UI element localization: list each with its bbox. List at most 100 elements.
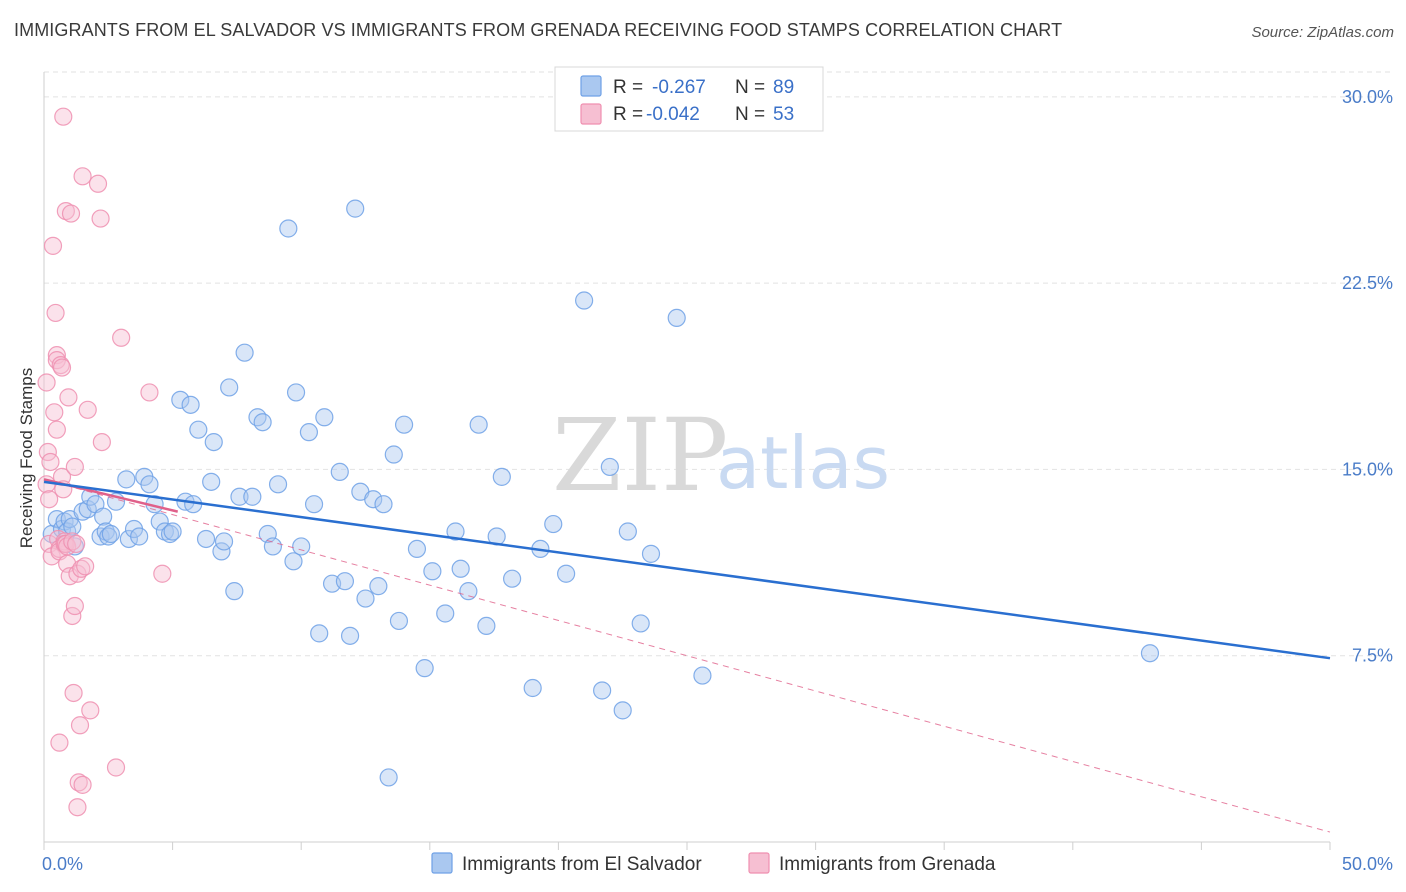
grenada-point-3 xyxy=(40,490,59,509)
watermark-atlas: atlas xyxy=(716,421,890,505)
legend-n-value-1: 89 xyxy=(773,77,794,98)
el-salvador-point-31 xyxy=(181,395,200,414)
watermark-zip: ZIP xyxy=(552,397,728,514)
el-salvador-points xyxy=(42,199,1160,787)
series-legend-label-grenada: Immigrants from Grenada xyxy=(779,854,996,875)
el-salvador-point-67 xyxy=(379,768,398,787)
grenada-point-0 xyxy=(37,373,56,392)
el-salvador-point-47 xyxy=(263,537,283,556)
grenada-point-33 xyxy=(65,596,84,616)
grenada-point-49 xyxy=(106,758,126,777)
el-salvador-point-85 xyxy=(544,514,563,534)
el-salvador-point-70 xyxy=(394,415,414,434)
el-salvador-point-94 xyxy=(667,308,686,328)
el-salvador-point-33 xyxy=(189,420,208,439)
legend-r-label-1: R = xyxy=(613,77,643,98)
grenada-point-9 xyxy=(46,303,65,323)
el-salvador-point-78 xyxy=(469,415,488,434)
el-salvador-point-16 xyxy=(101,524,120,544)
x-tick-label-1: 50.0% xyxy=(1342,854,1393,874)
grenada-point-20 xyxy=(54,107,73,126)
el-salvador-point-90 xyxy=(613,701,632,720)
el-salvador-point-25 xyxy=(150,512,169,531)
grenada-point-7 xyxy=(43,236,63,255)
grenada-point-43 xyxy=(76,557,95,576)
el-salvador-point-39 xyxy=(220,378,239,397)
el-salvador-point-96 xyxy=(1140,644,1160,663)
el-salvador-point-35 xyxy=(202,472,221,491)
series-legend-swatch-el-salvador xyxy=(431,852,453,874)
el-salvador-point-66 xyxy=(374,495,393,514)
grenada-point-37 xyxy=(68,798,87,817)
el-salvador-point-21 xyxy=(130,527,149,546)
el-salvador-point-65 xyxy=(369,577,388,596)
el-salvador-point-36 xyxy=(204,432,223,452)
el-salvador-point-58 xyxy=(330,462,349,482)
el-salvador-point-23 xyxy=(140,475,159,494)
el-salvador-point-59 xyxy=(335,572,355,591)
el-salvador-point-48 xyxy=(268,475,288,494)
el-salvador-point-89 xyxy=(600,457,619,477)
correlation-legend: R = -0.267 N = 89 R = -0.042 N = 53 xyxy=(554,66,824,132)
el-salvador-point-15 xyxy=(99,527,118,546)
tick-labels: 7.5% 15.0% 22.5% 30.0% 0.0% 50.0% xyxy=(42,87,1393,874)
el-salvador-point-51 xyxy=(286,383,306,402)
el-salvador-point-64 xyxy=(364,490,383,509)
y-axis-label: Receiving Food Stamps xyxy=(17,368,36,548)
el-salvador-point-27 xyxy=(160,524,180,544)
grenada-point-8 xyxy=(45,403,64,422)
el-salvador-point-93 xyxy=(641,544,661,563)
el-salvador-point-91 xyxy=(618,522,637,541)
grenada-point-46 xyxy=(88,174,108,193)
legend-r-value-1: -0.267 xyxy=(652,77,706,98)
el-salvador-point-6 xyxy=(63,517,82,536)
grenada-point-52 xyxy=(153,564,172,583)
grenada-point-42 xyxy=(73,167,92,186)
el-salvador-point-87 xyxy=(575,291,594,310)
chart-title: IMMIGRANTS FROM EL SALVADOR VS IMMIGRANT… xyxy=(14,20,1063,40)
grenada-point-35 xyxy=(67,534,86,554)
legend-n-label-1: N = xyxy=(735,77,765,98)
grenada-point-47 xyxy=(91,209,110,228)
el-salvador-trend-line xyxy=(43,480,1331,660)
grenada-point-17 xyxy=(52,358,72,377)
y-tick-label-1: 15.0% xyxy=(1342,459,1393,479)
el-salvador-point-60 xyxy=(340,626,360,645)
el-salvador-point-13 xyxy=(94,507,113,526)
legend-n-label-2: N = xyxy=(735,104,765,125)
grenada-point-34 xyxy=(65,457,84,477)
legend-swatch-grenada xyxy=(580,103,602,125)
el-salvador-point-77 xyxy=(459,582,478,601)
legend-n-value-2: 53 xyxy=(773,104,794,125)
grenada-point-45 xyxy=(81,701,100,720)
legend-r-value-2: -0.042 xyxy=(646,104,700,125)
el-salvador-point-42 xyxy=(235,343,254,362)
series-legend-label-el-salvador: Immigrants from El Salvador xyxy=(462,854,702,875)
legend-swatch-el-salvador xyxy=(580,75,602,97)
el-salvador-point-82 xyxy=(503,569,522,588)
el-salvador-point-34 xyxy=(196,529,216,549)
grenada-point-53 xyxy=(50,733,69,752)
gridlines xyxy=(44,71,1392,657)
el-salvador-point-52 xyxy=(292,537,311,556)
el-salvador-point-81 xyxy=(492,467,511,486)
el-salvador-point-79 xyxy=(477,616,496,636)
el-salvador-point-68 xyxy=(384,445,403,464)
el-salvador-point-83 xyxy=(523,678,542,698)
grenada-trend-dashed xyxy=(43,478,1331,833)
el-salvador-point-43 xyxy=(243,487,262,506)
el-salvador-point-76 xyxy=(451,559,470,578)
grenada-point-1 xyxy=(37,475,56,494)
el-salvador-point-49 xyxy=(279,219,298,238)
el-salvador-point-75 xyxy=(446,522,465,541)
el-salvador-point-55 xyxy=(310,624,329,643)
x-tick-label-0: 0.0% xyxy=(42,854,83,874)
el-salvador-point-61 xyxy=(346,199,365,218)
watermark: ZIP atlas xyxy=(552,397,890,514)
el-salvador-point-18 xyxy=(117,470,136,489)
el-salvador-point-73 xyxy=(423,562,442,581)
chart-source: Source: ZipAtlas.com xyxy=(1251,24,1394,41)
el-salvador-point-54 xyxy=(304,495,324,514)
grenada-point-27 xyxy=(59,388,78,407)
